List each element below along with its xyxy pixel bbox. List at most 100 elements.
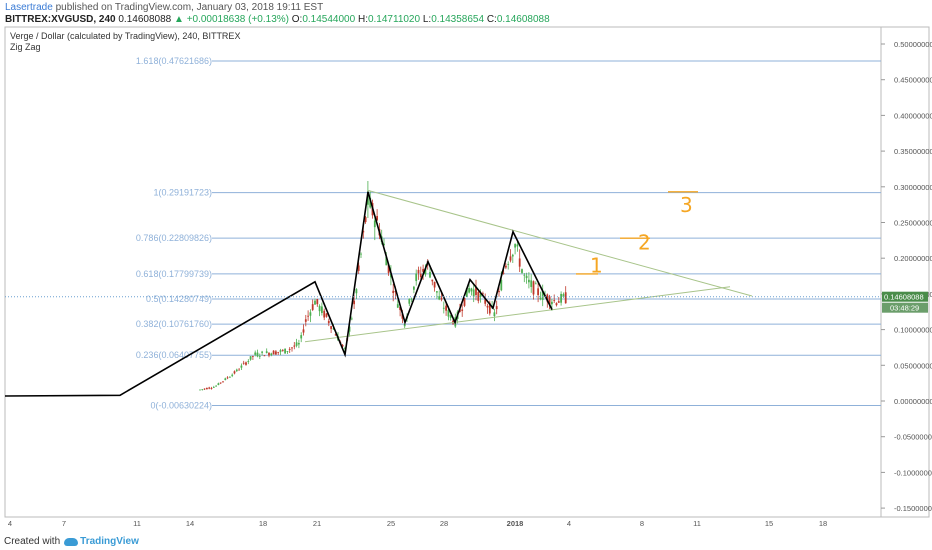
x-tick-label: 8 [640,519,644,528]
candle-body [422,268,424,272]
candle-body [291,347,293,349]
y-tick-label: 0.00000000 [894,397,932,406]
candle-body [461,309,464,311]
symbol-label: BITTREX:XVGUSD, 240 [5,14,116,25]
y-tick-label: 0.30000000 [894,183,932,192]
candle-body [477,292,480,301]
candle-body [413,286,415,290]
y-axis-frame [880,26,930,518]
candle-body [219,382,222,384]
candle-body [468,288,470,293]
low-label: L: [422,14,432,25]
candle-body [314,300,316,305]
candle-body [514,244,516,248]
y-tick-label: 0.20000000 [894,254,932,263]
candle-body [518,258,521,267]
candle-body [201,389,204,391]
candle-body [498,291,500,293]
candle-body [327,320,330,324]
candle-body [369,197,372,208]
annotation-number: 1 [590,253,603,277]
candle-body [341,344,344,347]
candle-body [357,265,360,271]
low-value: 0.14358654 [431,14,485,25]
candle-body [309,312,312,316]
candle-body [353,300,355,305]
candle-body [509,256,512,261]
candle-body [516,244,519,247]
x-tick-label: 15 [765,519,773,528]
candle-body [532,281,535,295]
candle-body [486,305,489,308]
candle-body [396,304,399,308]
fib-label: 0.236(0.06407755) [136,350,212,360]
candle-body [429,272,431,278]
candle-body [321,306,323,313]
candle-body [555,303,558,306]
candle-body [281,349,284,351]
candle-body [528,279,530,283]
candle-body [208,387,211,389]
candle-body [465,287,468,298]
candle-body [424,268,427,275]
author-link[interactable]: Lasertrade [5,2,53,13]
candle-body [247,361,250,362]
candle-body [265,351,268,353]
candle-body [240,365,243,368]
tradingview-logo[interactable]: TradingView [64,536,139,547]
candle-body [367,191,369,205]
candle-body [233,371,236,374]
candle-body [298,343,300,345]
candle-body [311,304,314,310]
candle-body [521,269,523,273]
candle-body [263,355,266,357]
candle-body [472,289,475,297]
fib-label: 0.786(0.22809826) [136,233,212,243]
candle-body [332,328,335,330]
candle-body [438,296,441,300]
candle-body [217,383,220,385]
candle-body [318,305,321,312]
candle-body [392,290,395,294]
candle-body [537,288,539,295]
candle-body [410,298,413,300]
x-tick-label: 11 [693,519,701,528]
fib-label: 0.618(0.17799739) [136,269,212,279]
candle-body [495,306,498,310]
annotation-number: 2 [638,231,651,255]
created-with-text: Created with [4,536,61,547]
candle-body [286,351,289,352]
candle-body [249,356,252,360]
candle-body [304,319,307,322]
candle-body [245,362,247,365]
x-tick-label: 4 [567,519,571,528]
candle-body [482,293,484,295]
last-price: 0.14608088 [118,14,172,25]
open-label: O: [291,14,303,25]
price-badge [882,291,928,302]
candle-body [293,345,296,347]
candle-body [277,351,280,353]
y-tick-label: -0.15000000 [894,504,932,513]
candle-body [268,352,270,356]
candle-body [334,334,337,336]
candle-body [355,289,358,294]
fib-label: 0.5(0.14280749) [146,294,212,304]
candle-body [385,256,388,266]
candle-body [440,297,443,300]
publish-info: Lasertrade published on TradingView.com,… [5,2,323,13]
x-tick-label: 2018 [507,519,524,528]
candle-body [553,300,556,301]
candle-body [484,299,487,304]
candle-body [511,254,514,257]
candle-body [235,369,238,372]
candle-body [364,217,367,223]
countdown-badge [882,302,928,313]
x-tick-label: 18 [259,519,267,528]
countdown-text: 03:48:29 [890,304,919,313]
candle-body [270,353,273,356]
chart-title: Verge / Dollar (calculated by TradingVie… [10,31,240,41]
price-badge-text: 0.14608088 [884,293,924,302]
candle-body [530,280,533,287]
